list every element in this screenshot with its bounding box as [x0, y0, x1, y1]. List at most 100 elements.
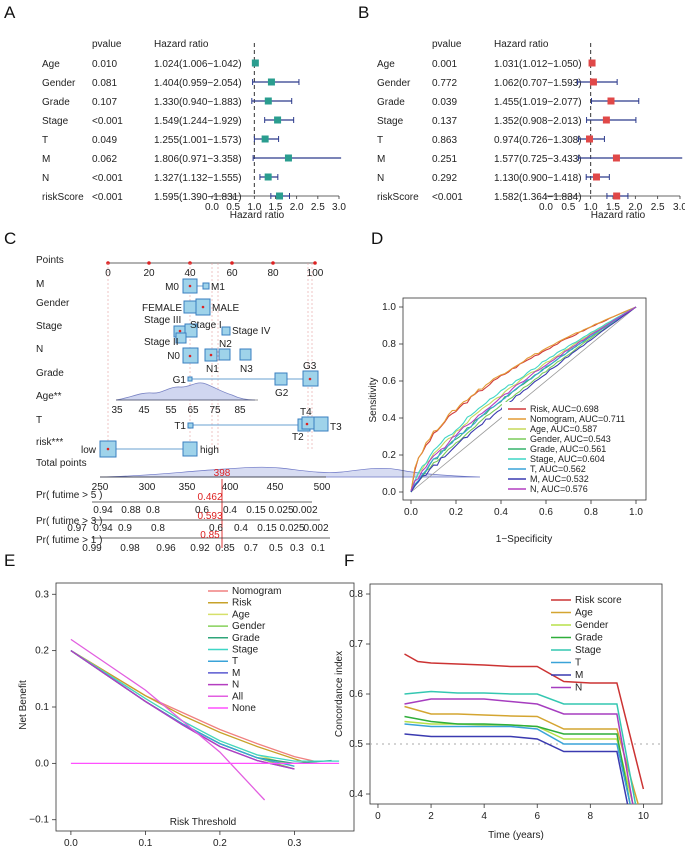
dca-y-tick-label: 0.0: [35, 758, 49, 769]
points-tick-dot: [271, 261, 275, 265]
forest-b-row-pvalue: 0.039: [432, 97, 457, 108]
cindex-y-tick-label: 0.5: [349, 739, 363, 750]
panel-label-a: A: [4, 3, 16, 22]
nomo-row-label: Age**: [36, 391, 62, 402]
roc-legend-label: M, AUC=0.532: [530, 474, 589, 484]
forest-a-x-tick-label: 1.5: [269, 202, 283, 213]
roc-x-tick-label: 0.2: [449, 507, 463, 518]
roc-legend-label: N, AUC=0.576: [530, 484, 588, 494]
pr1-tick: 0.92: [190, 543, 210, 554]
cindex-y-tick-label: 0.6: [349, 689, 363, 700]
points-tick-label: 40: [184, 268, 196, 279]
pr3-tick: 0.6: [209, 523, 223, 534]
forest-plot-a: pvalue Hazard ratio Hazard ratio 0.0 0.5 1…: [42, 39, 346, 221]
dca-x-tick-label: 0.1: [138, 838, 152, 848]
stage-ii-label: Stage II: [144, 337, 178, 348]
forest-a-row-pvalue: 0.107: [92, 97, 117, 108]
n0-label: N0: [167, 351, 180, 362]
forest-a-row-hr: 1.330(0.940−1.883): [154, 97, 242, 108]
cindex-legend-label: Risk score: [575, 595, 622, 606]
age-tick: 35: [111, 405, 123, 416]
n3-box: [239, 348, 252, 361]
nomo-dot: [178, 329, 182, 333]
cindex-legend-label: Gender: [575, 620, 609, 631]
pr3-tick: 0.97: [67, 523, 87, 534]
cindex-x-tick-label: 0: [375, 811, 381, 822]
forest-a-hr-marker: [264, 173, 272, 181]
dca-series-line: [70, 650, 295, 767]
dca-legend-label: None: [232, 703, 256, 714]
forest-a-row-name: Grade: [42, 97, 70, 108]
dca-ylabel: Net Benefit: [18, 680, 29, 730]
pr3-tick: 0.94: [93, 523, 113, 534]
forest-a-hr-marker: [274, 116, 282, 124]
g1-box: [187, 376, 193, 382]
forest-a-row-pvalue: 0.010: [92, 59, 117, 70]
pr5-tick: 0.4: [223, 505, 237, 516]
forest-a-row-hr: 1.404(0.959−2.054): [154, 78, 242, 89]
n3-label: N3: [240, 364, 253, 375]
forest-a-row-hr: 1.549(1.244−1.929): [154, 116, 242, 127]
forest-b-hr-marker: [607, 97, 615, 105]
roc-frame: [402, 297, 647, 501]
pr1-tick: 0.96: [156, 543, 176, 554]
forest-a-hr-header: Hazard ratio: [154, 39, 209, 50]
forest-b-x-tick-label: 0.0: [539, 202, 553, 213]
dca-x-tick-label: 0.3: [287, 838, 301, 848]
forest-b-row-pvalue: 0.251: [432, 154, 457, 165]
t3-label: T3: [330, 422, 342, 433]
forest-b-row-pvalue: 0.772: [432, 78, 457, 89]
stage-iv-label: Stage IV: [232, 326, 271, 337]
pr1-value: 0.85: [200, 530, 220, 541]
cindex-series-line: [404, 690, 637, 805]
pr3-value: 0.593: [197, 511, 222, 522]
dca-legend-label: Nomogram: [232, 586, 281, 597]
forest-b-hr-marker: [612, 154, 620, 162]
dca-legend-label: Grade: [232, 633, 260, 644]
dca-chart: Risk Threshold Net Benefit 0.0 0.1 0.2 0.3 −…: [18, 582, 355, 848]
forest-b-hr-marker: [613, 192, 621, 200]
points-tick-label: 0: [105, 268, 111, 279]
roc-legend-label: Stage, AUC=0.604: [530, 454, 605, 464]
forest-a-row-pvalue: 0.081: [92, 78, 117, 89]
panel-label-c: C: [4, 229, 16, 248]
age-tick: 75: [209, 405, 221, 416]
cindex-series-line: [404, 653, 645, 790]
forest-b-x-tick-label: 1.0: [584, 202, 598, 213]
nomo-row-label: Points: [36, 255, 64, 266]
nomo-center-dots: [106, 284, 312, 451]
roc-legend-label: Grade, AUC=0.561: [530, 444, 606, 454]
forest-a-row-hr: 1.806(0.971−3.358): [154, 154, 242, 165]
roc-x-tick-label: 1.0: [629, 507, 643, 518]
forest-b-x-tick-label: 2.0: [628, 202, 642, 213]
nomo-row-label: Total points: [36, 458, 87, 469]
dca-series-line: [70, 650, 295, 770]
dca-legend-label: Age: [232, 609, 250, 620]
panel-label-e: E: [4, 551, 15, 570]
cindex-legend-label: Grade: [575, 633, 603, 644]
pr5-tick: 0.8: [146, 505, 160, 516]
roc-y-tick-label: 0.4: [382, 413, 396, 424]
forest-a-x-tick-label: 0.5: [226, 202, 240, 213]
forest-a-row-name: N: [42, 173, 49, 184]
g2-label: G2: [275, 388, 289, 399]
forest-a-row-name: Stage: [42, 116, 69, 127]
total-tick: 250: [92, 482, 109, 493]
roc-x-tick-label: 0.4: [494, 507, 508, 518]
roc-y-tick-label: 0.6: [382, 376, 396, 387]
roc-legend-label: Risk, AUC=0.698: [530, 404, 599, 414]
nomo-dot: [201, 305, 205, 309]
cindex-y-tick-label: 0.4: [349, 789, 363, 800]
forest-a-hr-marker: [261, 135, 269, 143]
cindex-ylabel: Concordance index: [334, 651, 345, 737]
points-tick-label: 100: [307, 268, 324, 279]
forest-b-row-hr: 1.062(0.707−1.593): [494, 78, 582, 89]
n2-label: N2: [219, 339, 232, 350]
t1-box: [187, 422, 194, 429]
pr5-tick: 0.025: [268, 505, 293, 516]
nomo-row-label: T: [36, 415, 42, 426]
forest-b-hr-marker: [586, 135, 594, 143]
cindex-chart: Time (years) Concordance index 0 2 4 6 8 10 0.…: [334, 583, 663, 841]
dca-y-tick-label: 0.1: [35, 702, 49, 713]
m1-label: M1: [211, 282, 225, 293]
